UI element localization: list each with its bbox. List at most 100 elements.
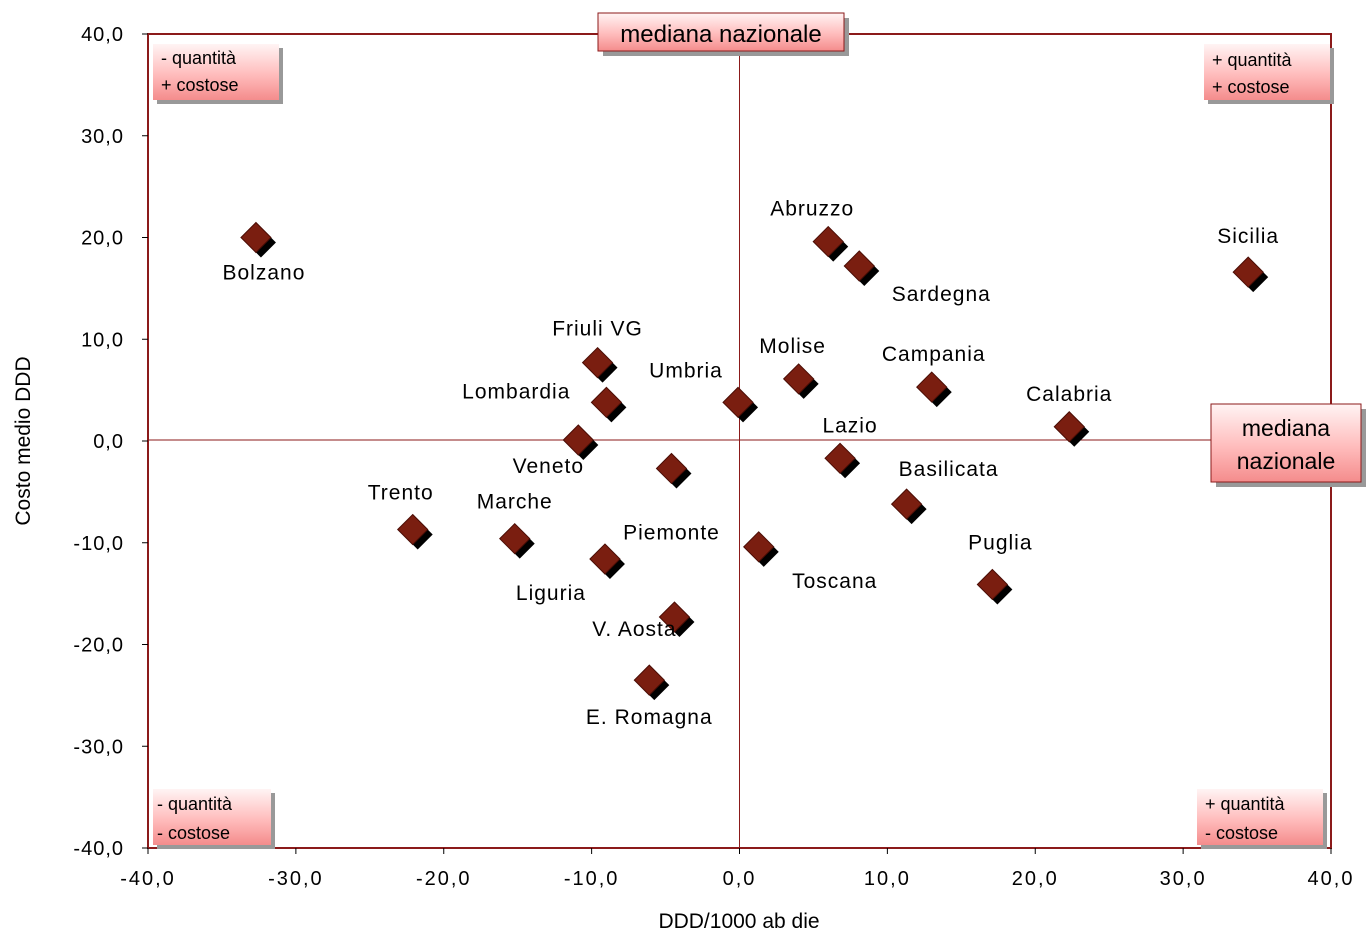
quadrant-label-bottom-left: - quantità - costose xyxy=(153,789,275,849)
data-point-marker xyxy=(499,522,531,555)
data-point-marker xyxy=(562,424,595,456)
y-axis-ticks: 40,0 30,0 20,0 10,0 0,0 -10,0 -20,0 -30,0 -40,0 xyxy=(73,24,124,860)
point-label: Sardegna xyxy=(892,283,991,306)
data-point-marker xyxy=(658,601,691,633)
data-point-marker xyxy=(633,664,666,696)
point-label: Lombardia xyxy=(462,380,570,403)
x-tick-label: 10,0 xyxy=(864,868,911,890)
point-label: Puglia xyxy=(968,531,1032,554)
quadrant-top-left-line-2: + costose xyxy=(161,75,239,95)
y-tick-label: -40,0 xyxy=(73,838,124,860)
data-point xyxy=(499,522,535,559)
y-tick-label: -10,0 xyxy=(73,533,124,555)
data-point xyxy=(396,513,433,550)
quadrant-top-right-line-1: + quantità xyxy=(1212,50,1293,70)
horizontal-median-label-line-2: nazionale xyxy=(1237,448,1335,474)
x-tick-label: -30,0 xyxy=(268,868,324,890)
point-label: Friuli VG xyxy=(552,318,643,341)
vertical-median-label: mediana nazionale xyxy=(620,21,821,48)
y-tick-label: 10,0 xyxy=(81,329,124,351)
data-point-marker xyxy=(916,371,948,403)
point-label: Basilicata xyxy=(899,458,999,481)
point-label: Molise xyxy=(759,335,826,358)
data-point xyxy=(812,225,849,262)
data-point-marker xyxy=(722,386,754,419)
point-label: Toscana xyxy=(792,570,877,593)
point-labels: Bolzano Friuli VG Lombardia Veneto Trento Mar… xyxy=(223,198,1279,730)
data-point-marker xyxy=(1053,411,1085,443)
data-point xyxy=(655,452,692,489)
data-point-marker xyxy=(782,363,815,395)
data-point xyxy=(890,488,927,525)
point-label: Veneto xyxy=(513,455,584,478)
point-label: Sicilia xyxy=(1217,225,1279,248)
data-point-marker xyxy=(824,442,856,475)
quadrant-bottom-right-line-1: + quantità xyxy=(1205,794,1286,814)
y-tick-label: 30,0 xyxy=(81,126,124,148)
data-point xyxy=(1232,256,1269,293)
data-point xyxy=(916,371,952,408)
quadrant-label-top-left: - quantità + costose xyxy=(153,44,283,104)
point-label: V. Aosta xyxy=(592,618,676,641)
point-label: E. Romagna xyxy=(586,706,713,729)
x-tick-label: 20,0 xyxy=(1012,868,1059,890)
x-tick-label: 40,0 xyxy=(1308,868,1355,890)
data-point-marker xyxy=(976,568,1009,601)
data-point xyxy=(782,363,819,399)
point-label: Marche xyxy=(477,491,553,514)
data-point xyxy=(589,543,625,580)
y-tick-label: 0,0 xyxy=(93,431,124,453)
quadrant-label-top-right: + quantità + costose xyxy=(1204,44,1334,104)
y-tick-label: -20,0 xyxy=(73,635,124,657)
point-label: Piemonte xyxy=(623,521,720,544)
data-point xyxy=(590,386,627,423)
point-label: Campania xyxy=(882,343,986,366)
vertical-median-label-box: mediana nazionale xyxy=(597,12,849,56)
quadrant-top-left-line-1: - quantità xyxy=(161,48,237,68)
x-tick-label: 0,0 xyxy=(723,868,757,890)
horizontal-median-label-box: mediana nazionale xyxy=(1210,403,1366,487)
point-label: Trento xyxy=(368,482,434,505)
quadrant-bottom-left-line-2: - costose xyxy=(157,823,230,843)
data-point-marker xyxy=(890,488,923,520)
data-point-marker xyxy=(240,221,272,254)
x-tick-label: -40,0 xyxy=(120,868,176,890)
point-label: Abruzzo xyxy=(770,198,854,221)
point-label: Bolzano xyxy=(223,262,306,285)
data-point xyxy=(743,531,779,567)
data-point-marker xyxy=(590,386,623,419)
data-point-marker xyxy=(1232,256,1264,288)
horizontal-median-label-line-1: mediana xyxy=(1242,415,1330,441)
point-label: Calabria xyxy=(1026,383,1112,406)
x-tick-label: -20,0 xyxy=(416,868,472,890)
data-point xyxy=(824,442,861,479)
quadrant-bottom-left-line-1: - quantità xyxy=(157,794,233,814)
data-point-marker xyxy=(812,225,844,258)
quadrant-top-right-line-2: + costose xyxy=(1212,77,1290,97)
y-axis-title: Costo medio DDD xyxy=(12,356,35,525)
data-point xyxy=(581,346,618,383)
x-axis-ticks: -40,0 -30,0 -20,0 -10,0 0,0 10,0 20,0 30,0 40,0 xyxy=(120,868,1355,890)
data-point xyxy=(240,221,276,258)
data-points xyxy=(240,221,1269,701)
data-point-marker xyxy=(589,543,621,575)
y-tick-label: 40,0 xyxy=(81,24,124,46)
data-point xyxy=(722,386,759,423)
point-label: Umbria xyxy=(649,359,723,382)
data-point-marker xyxy=(743,531,775,563)
x-axis-title: DDD/1000 ab die xyxy=(658,910,819,933)
data-point xyxy=(843,250,880,286)
data-point-marker xyxy=(843,250,875,282)
data-point xyxy=(562,424,599,460)
quadrant-label-bottom-right: + quantità - costose xyxy=(1197,789,1327,849)
x-tick-label: -10,0 xyxy=(564,868,620,890)
quadrant-bottom-right-line-2: - costose xyxy=(1205,823,1278,843)
y-tick-label: 20,0 xyxy=(81,228,124,250)
data-point xyxy=(976,568,1013,605)
data-point xyxy=(1053,411,1090,447)
data-point xyxy=(658,601,695,638)
x-tick-label: 30,0 xyxy=(1160,868,1207,890)
data-point-marker xyxy=(655,452,688,485)
data-point-marker xyxy=(396,513,429,546)
